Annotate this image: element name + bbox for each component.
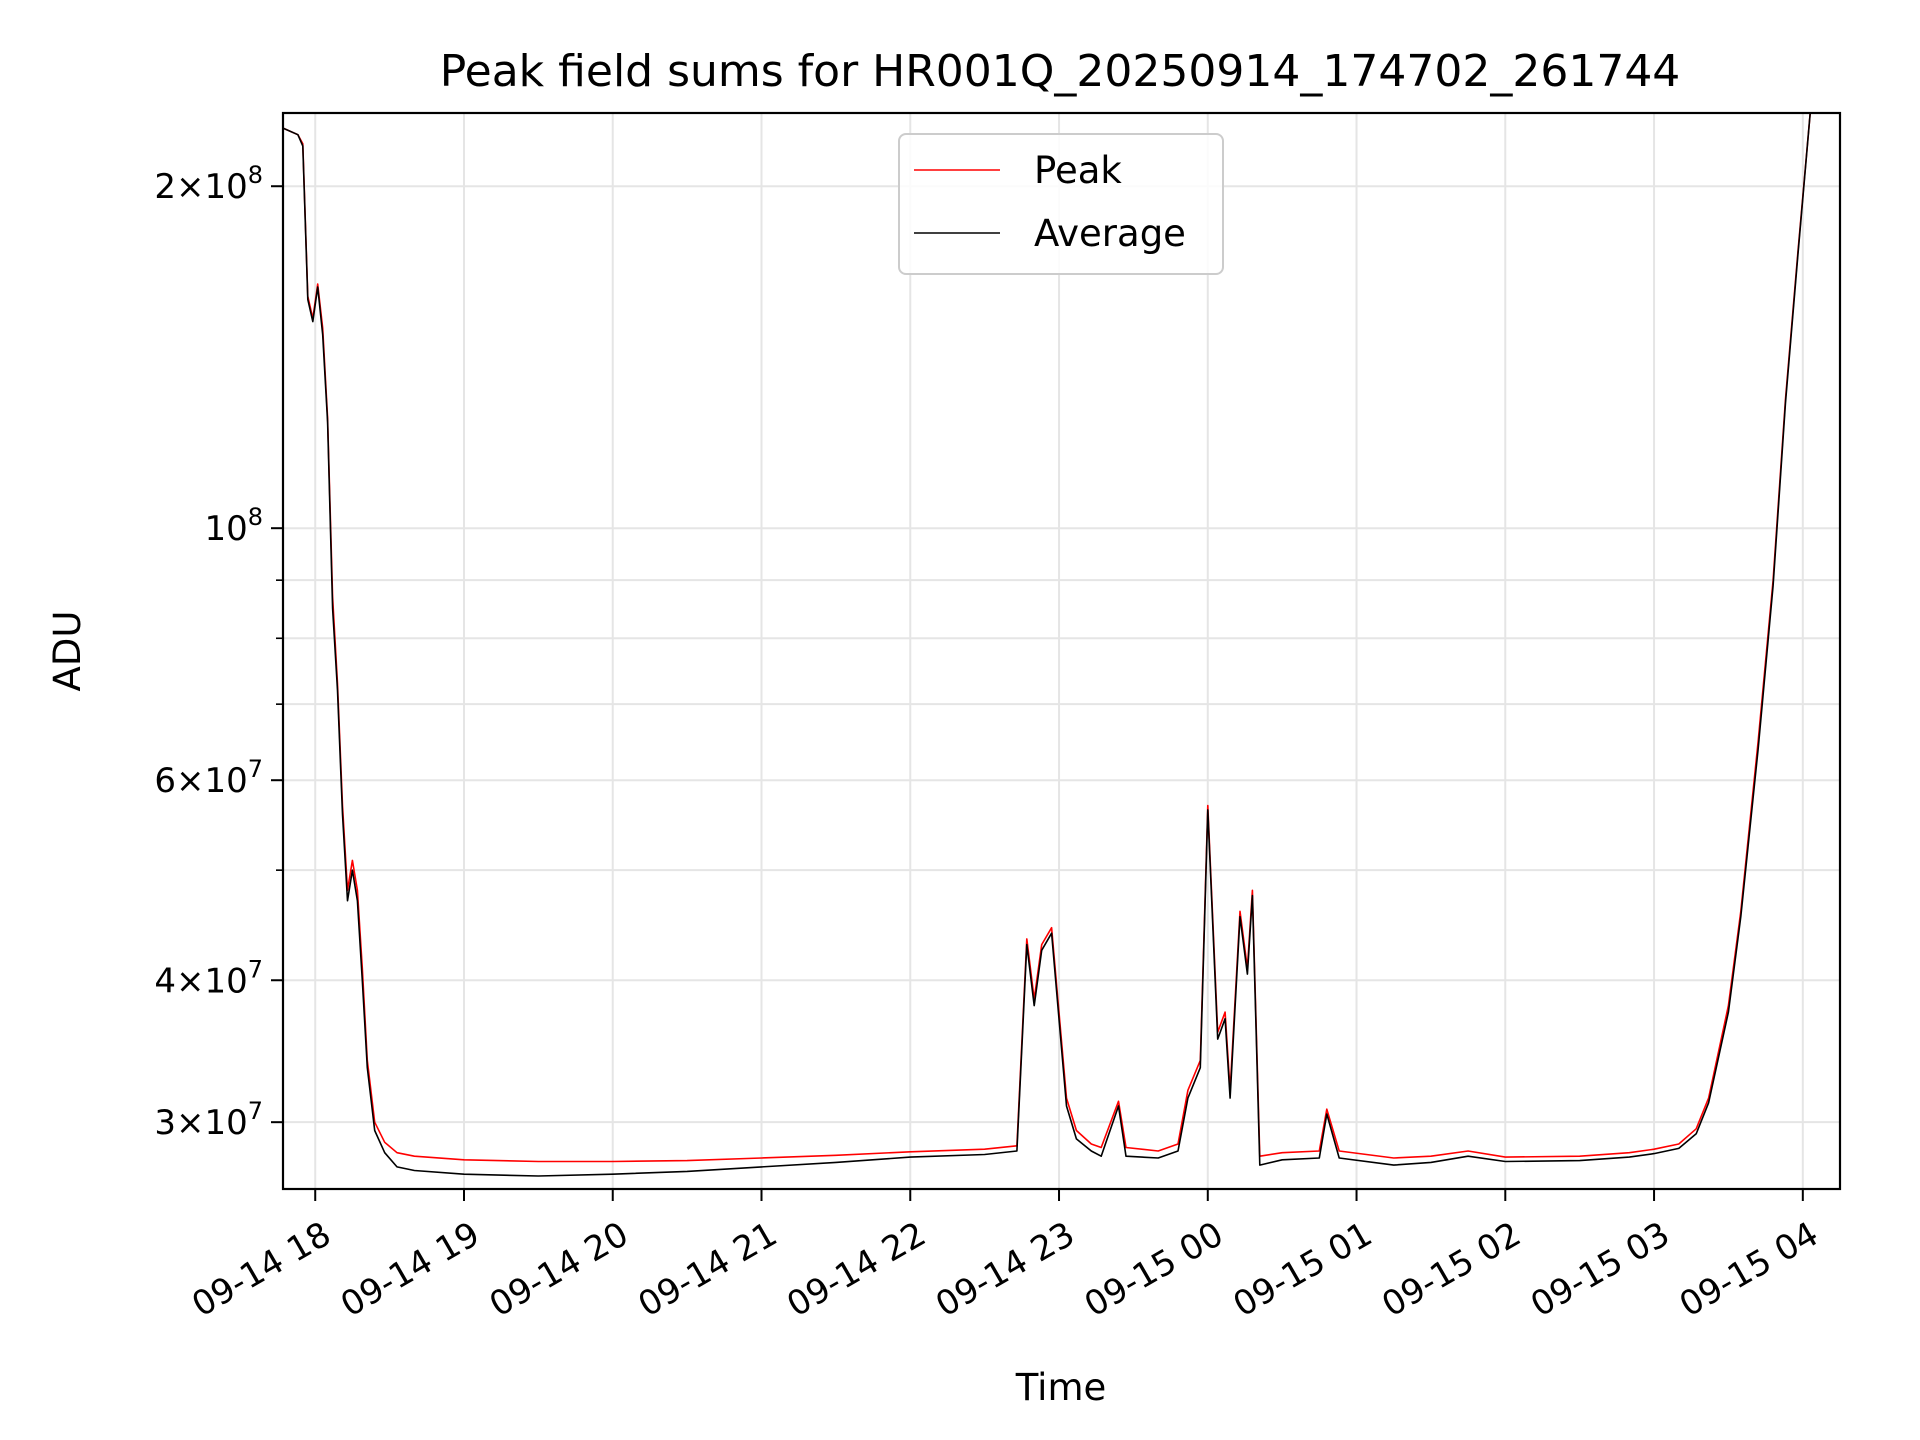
y-tick-mantissa: 2: [154, 167, 176, 207]
legend-box: [898, 133, 1224, 275]
y-tick-exponent: 8: [248, 503, 263, 531]
series-layer: [283, 113, 1811, 1177]
legend-peak-label: Peak: [1034, 149, 1122, 192]
plot-frame: [281, 111, 1842, 1191]
series-line-average: [283, 113, 1811, 1177]
y-tick-label: 2×108: [154, 161, 263, 207]
grid: [283, 113, 1840, 1189]
legend-average-label: Average: [1034, 212, 1186, 255]
x-axis-label: Time: [1015, 1366, 1107, 1409]
y-tick-label: 4×107: [154, 955, 263, 1001]
series-clip-group: [283, 113, 1811, 1177]
series-line-peak: [283, 113, 1811, 1163]
y-tick-label: 3×107: [154, 1097, 263, 1143]
y-tick-label: 6×107: [154, 755, 263, 801]
y-tick-exponent: 8: [248, 161, 263, 189]
y-tick-label: 108: [204, 503, 263, 549]
chart-title: Peak field sums for HR001Q_20250914_1747…: [440, 46, 1681, 97]
y-axis: 3×107 4×107 6×107 108 2×108: [154, 161, 283, 1143]
y-tick-mantissa: 3: [154, 1103, 176, 1143]
y-tick-mantissa: 6: [154, 761, 176, 801]
y-axis-label: ADU: [46, 611, 89, 692]
y-tick-exponent: 7: [248, 955, 263, 983]
y-tick-mantissa: 4: [154, 961, 176, 1001]
y-tick-exponent: 7: [248, 1097, 263, 1125]
y-tick-exponent: 7: [248, 755, 263, 783]
legend: Peak Average: [898, 133, 1224, 275]
